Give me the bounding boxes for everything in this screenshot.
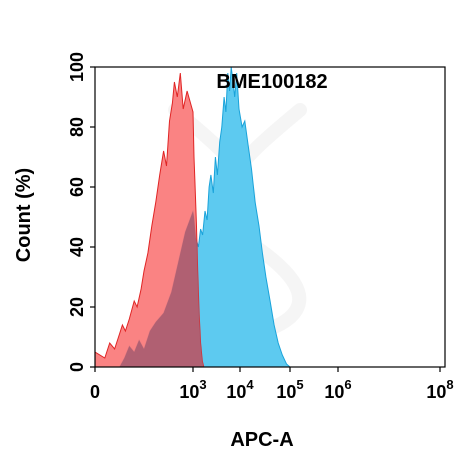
y-axis-title: Count (%) — [13, 168, 35, 262]
y-tick-label: 80 — [67, 117, 87, 137]
x-tick-label: 105 — [276, 377, 303, 402]
chart-title: BME100182 — [216, 71, 327, 93]
y-tick-label: 40 — [67, 237, 87, 257]
histogram-series — [95, 67, 291, 367]
x-axis: 0 103 104 105 106 108 — [90, 367, 454, 402]
x-tick-label: 104 — [226, 377, 254, 402]
x-tick-label: 106 — [324, 377, 351, 402]
y-tick-label: 0 — [67, 362, 87, 372]
y-axis: 0 20 40 60 80 100 — [67, 52, 95, 372]
y-tick-label: 60 — [67, 177, 87, 197]
x-tick-label: 108 — [426, 377, 453, 402]
x-tick-label: 0 — [90, 382, 100, 402]
plot-frame — [94, 66, 446, 368]
y-tick-label: 20 — [67, 297, 87, 317]
x-axis-title: APC-A — [230, 429, 293, 451]
y-tick-label: 100 — [67, 52, 87, 82]
x-tick-label: 103 — [179, 377, 206, 402]
